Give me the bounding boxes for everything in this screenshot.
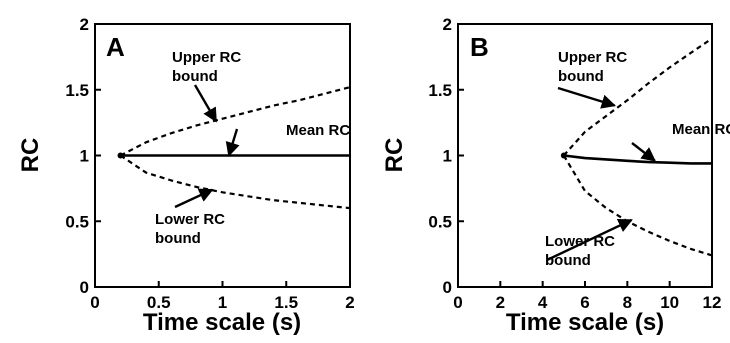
annotation-arrow bbox=[225, 128, 240, 157]
y-tick-label: 2 bbox=[443, 15, 452, 34]
annotation-label: Upper RC bound bbox=[172, 49, 241, 85]
x-tick-label: 10 bbox=[660, 293, 679, 312]
annotation-label: Lower RC bound bbox=[545, 233, 615, 269]
x-tick-label: 0 bbox=[453, 293, 462, 312]
annotation-arrow bbox=[174, 188, 214, 209]
series-line-upper bbox=[562, 37, 713, 157]
y-tick-label: 1 bbox=[443, 147, 452, 166]
x-tick-label: 1 bbox=[218, 293, 227, 312]
x-tick-label: 2 bbox=[345, 293, 354, 312]
annotation-arrow bbox=[557, 86, 617, 109]
y-tick-label: 1 bbox=[80, 147, 89, 166]
y-tick-label: 1.5 bbox=[428, 81, 452, 100]
y-axis-label: RC bbox=[17, 138, 44, 173]
annotation-label: Mean RC bbox=[286, 122, 350, 139]
annotation-line: bound bbox=[558, 68, 604, 85]
series-line-upper bbox=[119, 86, 351, 157]
x-tick-label: 2 bbox=[496, 293, 505, 312]
y-tick-label: 0.5 bbox=[428, 212, 452, 231]
annotation-line: bound bbox=[172, 68, 218, 85]
annotation-arrow bbox=[631, 142, 656, 162]
x-tick-label: 4 bbox=[538, 293, 548, 312]
annotation-line: Mean RC bbox=[286, 122, 350, 139]
annotation-label: Lower RC bound bbox=[155, 211, 225, 247]
x-tick-label: 0.5 bbox=[147, 293, 171, 312]
annotation-line: Upper RC bbox=[172, 49, 241, 66]
series-line-mean bbox=[563, 154, 712, 165]
series-line-lower bbox=[562, 154, 713, 257]
x-axis-label: Time scale (s) bbox=[506, 309, 664, 336]
annotation-line: bound bbox=[545, 252, 591, 269]
series-line-lower bbox=[119, 154, 351, 210]
panel-letter: B bbox=[470, 32, 489, 62]
y-tick-label: 0 bbox=[443, 278, 452, 297]
series-origin-point bbox=[117, 152, 124, 159]
annotation-line: Lower RC bbox=[155, 211, 225, 228]
panel-letter: A bbox=[106, 32, 125, 62]
y-axis-label: RC bbox=[381, 138, 408, 173]
annotation-line: Mean RC bbox=[672, 121, 730, 138]
annotation-arrow bbox=[546, 218, 633, 262]
series-origin-point bbox=[560, 152, 567, 159]
x-tick-label: 12 bbox=[703, 293, 722, 312]
y-tick-label: 0.5 bbox=[65, 212, 89, 231]
annotation-label: Mean RC bbox=[672, 121, 730, 138]
y-tick-label: 2 bbox=[80, 15, 89, 34]
y-tick-label: 0 bbox=[80, 278, 89, 297]
x-tick-label: 1.5 bbox=[274, 293, 298, 312]
annotation-line: Upper RC bbox=[558, 49, 627, 66]
annotation-arrow bbox=[193, 84, 218, 123]
annotation-label: Upper RC bound bbox=[558, 49, 627, 85]
x-tick-label: 8 bbox=[623, 293, 632, 312]
x-tick-label: 0 bbox=[90, 293, 99, 312]
annotation-line: bound bbox=[155, 230, 201, 247]
annotation-line: Lower RC bbox=[545, 233, 615, 250]
x-axis-label: Time scale (s) bbox=[143, 309, 301, 336]
y-tick-label: 1.5 bbox=[65, 81, 89, 100]
chart-panel-a: 0 0.5 1 1.5 2 0 0.5 1 1.5 2 Time scale (s) RC A Upper… bbox=[17, 15, 355, 336]
x-tick-label: 6 bbox=[580, 293, 589, 312]
